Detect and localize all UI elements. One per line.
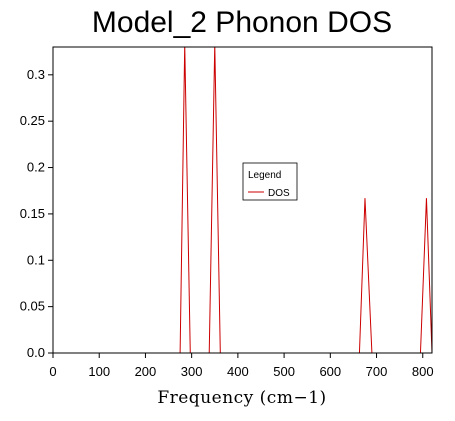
series-group [53, 47, 432, 353]
y-tick-label: 0.25 [20, 113, 45, 128]
x-axis-label: Frequency (cm−1) [157, 388, 326, 408]
y-tick-label: 0.0 [27, 345, 45, 360]
legend: Legend DOS [242, 162, 298, 201]
y-tick-label: 0.05 [20, 299, 45, 314]
chart-title: Model_2 Phonon DOS [92, 6, 392, 39]
x-tick-label: 0 [49, 364, 56, 379]
series-line-dos [53, 47, 432, 353]
y-axis-ticks: 0.0 0.05 0.1 0.15 0.2 0.25 0.3 [20, 67, 53, 360]
y-tick-label: 0.1 [27, 252, 45, 267]
x-tick-label: 700 [366, 364, 388, 379]
legend-title: Legend [248, 170, 281, 181]
x-tick-label: 100 [88, 364, 110, 379]
y-tick-label: 0.2 [27, 160, 45, 175]
x-tick-label: 400 [227, 364, 249, 379]
x-tick-label: 300 [181, 364, 203, 379]
x-axis-ticks: 0 100 200 300 400 500 600 700 800 [49, 353, 434, 379]
x-tick-label: 200 [135, 364, 157, 379]
legend-box [242, 162, 298, 201]
x-tick-label: 500 [273, 364, 295, 379]
plot-frame [52, 46, 433, 354]
x-tick-label: 800 [412, 364, 434, 379]
legend-entry-dos: DOS [268, 188, 290, 199]
y-tick-label: 0.15 [20, 206, 45, 221]
x-tick-label: 600 [319, 364, 341, 379]
y-tick-label: 0.3 [27, 67, 45, 82]
